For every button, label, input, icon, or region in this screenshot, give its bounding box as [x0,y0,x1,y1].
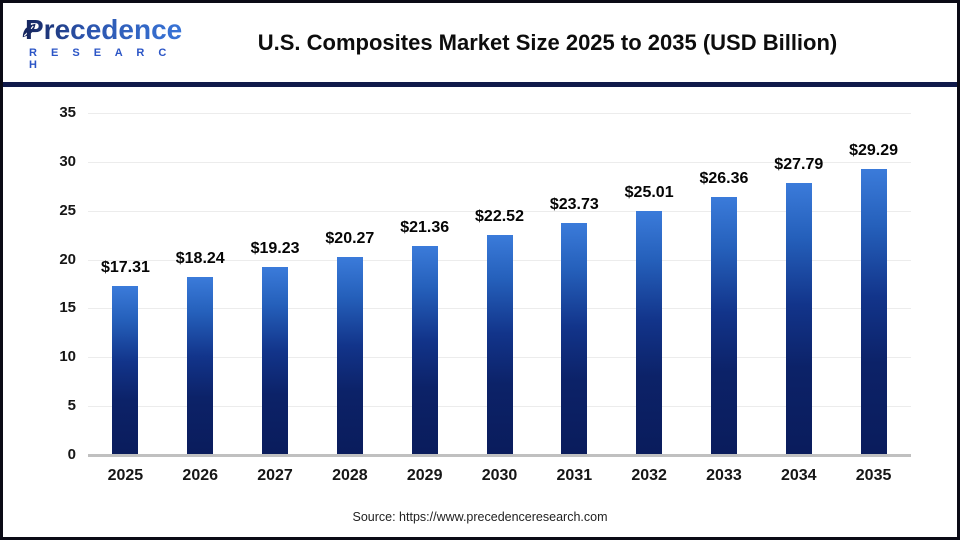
x-tick-label: 2034 [780,467,817,484]
bar-value-label: $25.01 [624,183,674,201]
y-tick-label: 35 [59,104,76,121]
x-tick-label: 2028 [332,467,368,484]
header: Precedence R E S E A R C H U.S. Composit… [3,3,957,82]
x-tick-label: 2033 [706,467,742,484]
page-title: U.S. Composites Market Size 2025 to 2035… [257,29,838,55]
x-tick-label: 2032 [631,467,667,484]
header-divider [3,82,957,87]
bar-value-label: $29.29 [849,141,899,159]
x-tick-label: 2031 [556,467,593,484]
y-tick-label: 25 [59,201,76,219]
bar-value-label: $27.79 [774,156,824,174]
y-tick-label: 15 [59,299,76,317]
y-tick-label: 10 [59,348,76,366]
bar-value-label: $21.36 [400,219,450,237]
bar-value-label: $23.73 [549,196,599,214]
grid-line [88,210,911,212]
bar-2026 [187,276,214,455]
bar-2035 [860,168,887,455]
logo-subtitle: R E S E A R C H [29,46,172,71]
x-axis-line [88,454,911,457]
x-tick-label: 2026 [182,467,219,484]
bar-2031 [561,223,588,455]
bar-2027 [262,267,289,455]
x-tick-label: 2029 [406,467,443,484]
bar-2030 [486,234,513,455]
x-tick-label: 2025 [107,467,144,484]
logo-wordmark: Precedence [25,14,193,45]
bar-value-label: $20.27 [325,229,375,247]
y-tick-label: 0 [67,446,76,463]
bar-2033 [710,197,737,455]
brand-logo: Precedence R E S E A R C H [3,14,193,71]
bar-2029 [411,246,438,455]
bar-value-label: $18.24 [175,249,225,267]
x-tick-label: 2030 [481,467,518,484]
x-tick-label: 2035 [855,467,892,484]
y-tick-label: 20 [59,250,76,268]
y-tick-label: 5 [67,397,76,415]
bar-value-label: $19.23 [250,240,300,258]
source-text: Source: https://www.precedenceresearch.c… [352,510,608,524]
bar-value-label: $22.52 [475,207,524,225]
bar-value-label: $17.31 [100,258,150,276]
bar-2034 [785,183,812,455]
leaf-icon [22,23,37,38]
bar-2032 [636,210,663,455]
y-tick-label: 30 [59,152,76,170]
x-tick-label: 2027 [257,467,293,484]
grid-line [88,113,911,114]
bar-2025 [112,285,139,455]
grid-line [88,161,911,163]
bar-2028 [336,256,363,455]
bar-value-label: $26.36 [699,170,749,188]
